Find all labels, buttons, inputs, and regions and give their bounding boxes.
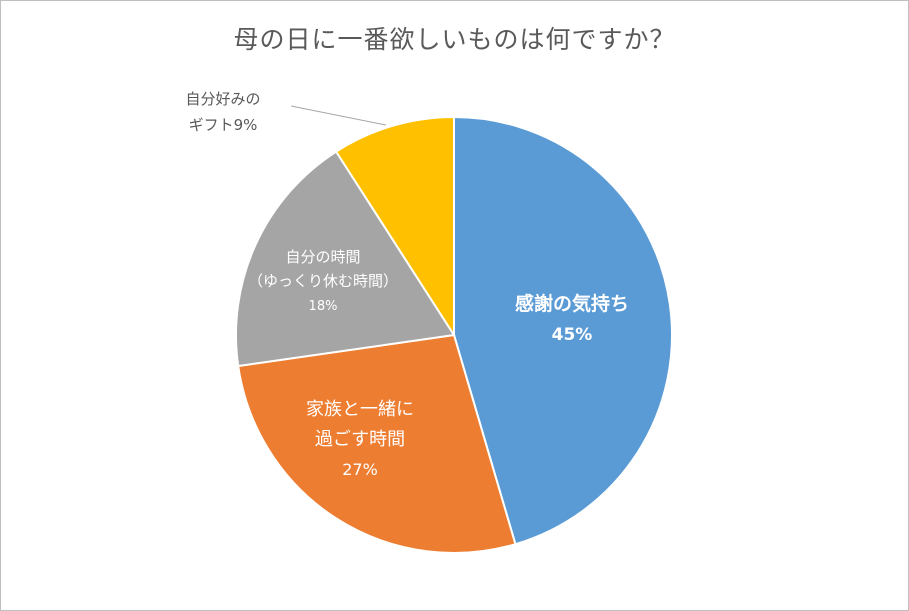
slice-label: 過ごす時間 — [315, 429, 405, 450]
chart-title: 母の日に一番欲しいものは何ですか？ — [233, 25, 676, 54]
pie-slice-1 — [453, 115, 673, 546]
pie-slice-4 — [334, 115, 455, 339]
slice-label: （ゆっくり休む時間） — [248, 272, 398, 290]
slice-percent-label: 45% — [552, 325, 593, 345]
leader-line — [290, 105, 387, 126]
slice-label: 家族と一緒に — [306, 399, 414, 420]
slice-label: ギフト9% — [189, 116, 258, 134]
slice-label: 自分好みの — [185, 90, 260, 108]
pie-slice-3 — [235, 150, 456, 368]
slice-percent-label: 27% — [342, 460, 378, 479]
pie-slice-2 — [237, 333, 517, 554]
slice-label: 自分の時間 — [285, 248, 360, 266]
slice-label: 感謝の気持ち — [515, 292, 629, 315]
slice-percent-label: 18% — [309, 299, 338, 314]
